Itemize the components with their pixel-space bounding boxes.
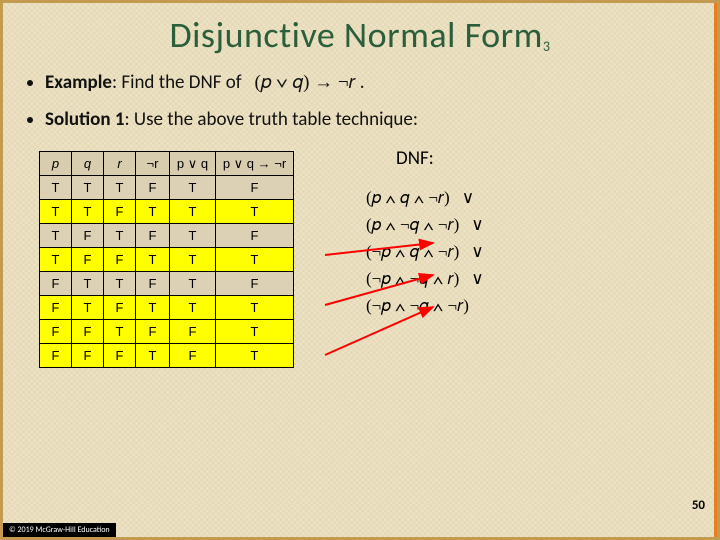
col-p: p	[40, 152, 72, 176]
cell: F	[72, 320, 104, 344]
cell: F	[170, 344, 216, 368]
cell: F	[40, 320, 72, 344]
cell: T	[40, 248, 72, 272]
page-title: Disjunctive Normal Form3	[3, 3, 717, 61]
dnf-term: (𝑝 ∧ 𝑞 ∧ ¬𝑟)∨	[366, 188, 484, 208]
or-connector: ∨	[471, 242, 483, 261]
cell: F	[104, 200, 136, 224]
cell: T	[104, 176, 136, 200]
cell: F	[136, 176, 170, 200]
table-row: TFFTTT	[40, 248, 294, 272]
col-r: r	[104, 152, 136, 176]
cell: T	[72, 272, 104, 296]
cell: T	[72, 176, 104, 200]
dnf-expression: (𝑝 ∧ 𝑞 ∧ ¬𝑟)∨ (𝑝 ∧ ¬𝑞 ∧ ¬𝑟)∨ (¬𝑝 ∧ 𝑞 ∧ ¬𝑟)…	[366, 181, 484, 323]
cell: T	[216, 296, 294, 320]
cell: F	[104, 344, 136, 368]
cell: T	[170, 224, 216, 248]
cell: F	[40, 296, 72, 320]
cell: F	[136, 224, 170, 248]
cell: T	[216, 344, 294, 368]
cell: F	[136, 320, 170, 344]
title-text: Disjunctive Normal Form	[169, 13, 542, 57]
col-p-or-q: p ∨ q	[170, 152, 216, 176]
dnf-label: DNF:	[396, 147, 434, 170]
cell: T	[72, 200, 104, 224]
cell: T	[216, 320, 294, 344]
copyright: © 2019 McGraw-Hill Education	[3, 523, 116, 537]
cell: F	[40, 272, 72, 296]
cell: T	[216, 248, 294, 272]
cell: T	[104, 272, 136, 296]
example-tail: .	[360, 71, 365, 94]
example-expr: (𝑝 ∨ 𝑞) → ¬𝑟	[254, 72, 355, 93]
dnf-term: (¬𝑝 ∧ ¬𝑞 ∧ 𝑟)∨	[366, 269, 484, 289]
cell: T	[170, 272, 216, 296]
cell: F	[136, 272, 170, 296]
col-not-r: ¬r	[136, 152, 170, 176]
example-label: Example	[45, 71, 112, 94]
or-connector: ∨	[462, 188, 474, 207]
cell: T	[170, 176, 216, 200]
cell: T	[170, 296, 216, 320]
table-row: FTTFTF	[40, 272, 294, 296]
solution-label: Solution 1	[45, 108, 125, 131]
cell: T	[136, 200, 170, 224]
cell: F	[72, 344, 104, 368]
dnf-term: (¬𝑝 ∧ ¬𝑞 ∧ ¬𝑟)	[366, 296, 484, 316]
truth-table: p q r ¬r p ∨ q p ∨ q → ¬r TTTFTFTTFTTTTF…	[39, 151, 294, 368]
page-number: 50	[692, 498, 705, 513]
dnf-term: (𝑝 ∧ ¬𝑞 ∧ ¬𝑟)∨	[366, 215, 484, 235]
cell: T	[72, 296, 104, 320]
cell: T	[170, 200, 216, 224]
table-row: TFTFTF	[40, 224, 294, 248]
table-row: FFTFFT	[40, 320, 294, 344]
title-subscript: 3	[543, 38, 551, 55]
cell: F	[72, 248, 104, 272]
cell: F	[216, 272, 294, 296]
example-line: Example: Find the DNF of (𝑝 ∨ 𝑞) → ¬𝑟 .	[45, 71, 689, 94]
cell: F	[216, 224, 294, 248]
table-row: FTFTTT	[40, 296, 294, 320]
cell: T	[136, 344, 170, 368]
table-row: TTFTTT	[40, 200, 294, 224]
solution-text: : Use the above truth table technique:	[125, 108, 418, 131]
or-connector: ∨	[471, 215, 483, 234]
table-row: TTTFTF	[40, 176, 294, 200]
example-text: : Find the DNF of	[112, 71, 242, 94]
cell: F	[170, 320, 216, 344]
cell: T	[170, 248, 216, 272]
cell: T	[40, 176, 72, 200]
cell: T	[40, 200, 72, 224]
cell: T	[40, 224, 72, 248]
table-row: FFFTFT	[40, 344, 294, 368]
cell: F	[104, 296, 136, 320]
cell: T	[136, 248, 170, 272]
cell: F	[104, 248, 136, 272]
solution-line: Solution 1: Use the above truth table te…	[45, 108, 689, 131]
cell: T	[104, 320, 136, 344]
dnf-term: (¬𝑝 ∧ 𝑞 ∧ ¬𝑟)∨	[366, 242, 484, 262]
cell: F	[72, 224, 104, 248]
cell: T	[104, 224, 136, 248]
col-q: q	[72, 152, 104, 176]
cell: F	[40, 344, 72, 368]
or-connector: ∨	[471, 269, 483, 288]
col-impl: p ∨ q → ¬r	[216, 152, 294, 176]
cell: F	[216, 176, 294, 200]
cell: T	[216, 200, 294, 224]
cell: T	[136, 296, 170, 320]
table-header-row: p q r ¬r p ∨ q p ∨ q → ¬r	[40, 152, 294, 176]
